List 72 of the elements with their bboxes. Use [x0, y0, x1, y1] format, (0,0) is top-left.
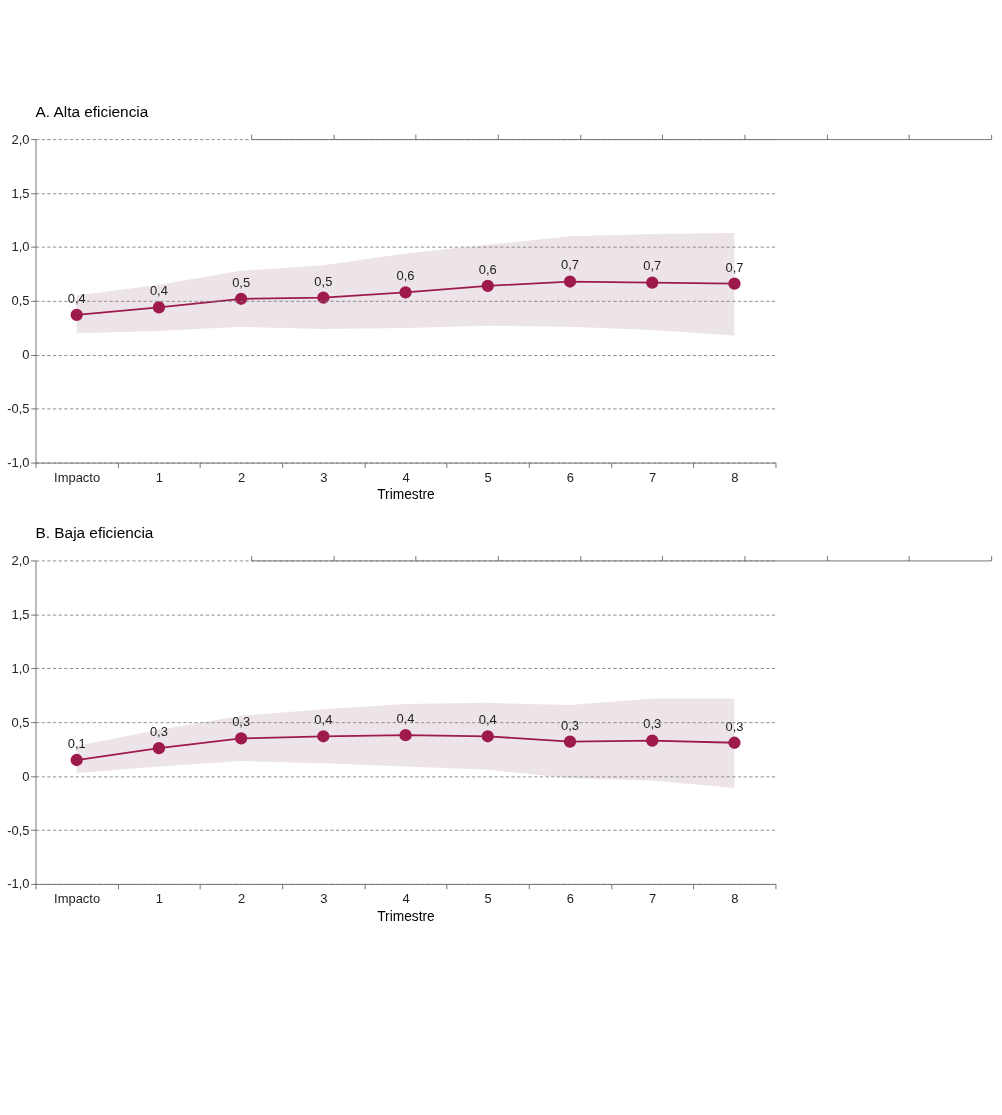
y-tick-label: 2,0 [11, 131, 30, 147]
y-tick-label: 2,0 [11, 552, 30, 568]
point [646, 276, 659, 289]
data-label: 0,4 [478, 712, 497, 728]
y-tick-label: 1,5 [11, 606, 30, 622]
x-tick-label: 6 [566, 469, 575, 485]
point [481, 279, 494, 292]
point [563, 735, 577, 748]
data-label: 0,7 [725, 259, 744, 275]
x-tick-label: Impacto [54, 891, 101, 907]
data-label: 0,7 [561, 257, 579, 273]
point [317, 730, 330, 743]
x-tick-label: 1 [155, 469, 163, 485]
data-label: 0,5 [232, 274, 251, 290]
y-tick-label: 0 [22, 347, 30, 363]
y-tick-label: 0,5 [11, 714, 30, 730]
data-label: 0,4 [314, 712, 333, 728]
x-tick-label: 6 [566, 891, 575, 907]
y-tick-label: 1,0 [11, 239, 30, 255]
point [70, 753, 83, 767]
data-label: 0,3 [725, 718, 744, 734]
x-tick-label: 7 [649, 891, 657, 907]
y-tick-label: 1,5 [11, 185, 30, 201]
data-label: 0,4 [149, 283, 168, 299]
x-tick-label: 2 [237, 891, 246, 907]
y-tick-label: -0,5 [7, 401, 30, 417]
data-label: 0,3 [561, 717, 579, 733]
x-tick-label: 4 [402, 891, 410, 907]
chart-title: A. Alta eficiencia [35, 102, 149, 120]
data-label: 0,3 [643, 716, 662, 732]
data-label: 0,5 [314, 273, 333, 289]
point [152, 301, 166, 314]
point [235, 732, 248, 745]
y-tick-label: -0,5 [7, 822, 30, 838]
data-label: 0,6 [396, 268, 415, 284]
x-tick-label: 3 [320, 469, 328, 485]
x-tick-label: 1 [155, 891, 163, 907]
data-label: 0,6 [478, 261, 497, 277]
x-tick-label: 7 [649, 469, 657, 485]
x-tick-label: 3 [320, 891, 328, 907]
point [399, 286, 412, 299]
y-tick-label: -1,0 [7, 455, 30, 471]
data-label: 0,7 [643, 258, 662, 274]
point [317, 291, 330, 304]
x-tick-label: Impacto [54, 469, 101, 485]
x-axis-title: Trimestre [377, 487, 436, 503]
y-tick-label: -1,0 [7, 876, 30, 892]
data-label: 0,3 [232, 714, 251, 730]
data-label: 0,1 [67, 735, 86, 751]
point [152, 742, 166, 755]
point [728, 736, 741, 749]
x-axis-title: Trimestre [377, 908, 436, 924]
x-tick-label: 4 [402, 469, 410, 485]
x-tick-label: 8 [731, 469, 739, 485]
x-tick-label: 8 [731, 891, 739, 907]
point [481, 730, 494, 743]
data-label: 0,4 [67, 290, 86, 306]
x-tick-label: 5 [484, 891, 492, 907]
point [399, 729, 412, 742]
point [70, 308, 83, 322]
point [728, 277, 741, 290]
point [646, 734, 659, 747]
data-label: 0,3 [149, 724, 168, 740]
y-tick-label: 0,5 [11, 293, 30, 309]
x-tick-label: 5 [484, 469, 492, 485]
data-label: 0,4 [396, 711, 415, 727]
chart-title: B. Baja eficiencia [35, 523, 154, 541]
y-tick-label: 1,0 [11, 660, 30, 676]
y-tick-label: 0 [22, 768, 30, 784]
point [235, 292, 248, 305]
point [563, 275, 577, 288]
x-tick-label: 2 [237, 469, 246, 485]
